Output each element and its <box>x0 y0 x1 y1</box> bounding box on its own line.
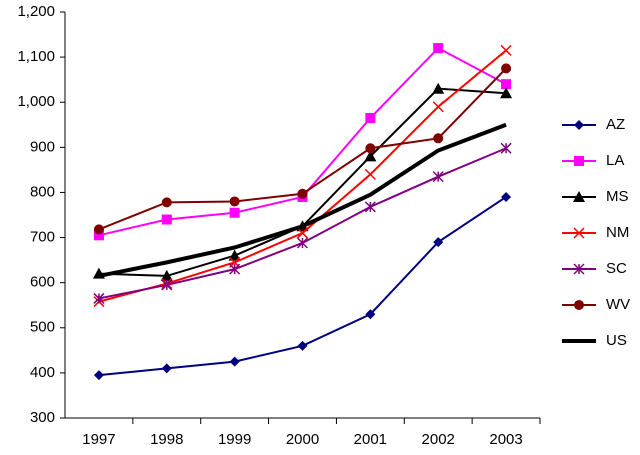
point <box>297 188 308 199</box>
point <box>364 150 377 162</box>
point <box>161 197 172 208</box>
point <box>228 249 241 261</box>
point <box>500 142 512 154</box>
point <box>161 214 172 225</box>
point <box>432 171 444 183</box>
point <box>229 196 240 207</box>
y-tick-label: 700 <box>30 229 55 246</box>
legend-label: WV <box>606 296 630 313</box>
point <box>500 87 513 99</box>
point <box>229 356 240 367</box>
point <box>161 363 172 374</box>
point <box>296 227 309 239</box>
legend-marker <box>574 300 584 310</box>
y-tick-label: 300 <box>30 409 55 426</box>
y-tick-label: 1,000 <box>17 93 55 110</box>
legend-marker <box>574 156 584 166</box>
point <box>296 237 309 249</box>
legend-label: LA <box>606 152 624 169</box>
legend-label: MS <box>606 188 629 205</box>
point <box>432 82 445 94</box>
y-tick-label: 600 <box>30 274 55 291</box>
y-tick-label: 1,100 <box>17 48 55 65</box>
y-tick-label: 800 <box>30 183 55 200</box>
point <box>160 269 173 281</box>
point <box>93 224 104 235</box>
legend-marker <box>573 227 585 239</box>
x-tick-label: 2002 <box>422 431 455 448</box>
point <box>161 279 173 291</box>
point <box>229 263 241 275</box>
point <box>365 143 376 154</box>
point <box>433 237 444 248</box>
x-tick-label: 1998 <box>150 431 183 448</box>
point <box>433 133 444 144</box>
y-tick-label: 500 <box>30 319 55 336</box>
point <box>365 113 376 124</box>
point <box>364 168 376 180</box>
point <box>432 101 444 113</box>
point <box>229 207 240 218</box>
legend-label: NM <box>606 224 629 241</box>
x-tick-label: 2001 <box>354 431 387 448</box>
point <box>297 340 308 351</box>
point <box>93 230 104 241</box>
x-tick-label: 1997 <box>82 431 115 448</box>
legend-marker <box>574 120 584 130</box>
series-line <box>98 122 507 278</box>
x-tick-label: 2000 <box>286 431 319 448</box>
legend-marker <box>573 191 585 202</box>
y-tick-label: 400 <box>30 364 55 381</box>
point <box>93 292 105 304</box>
y-tick-label: 1,200 <box>17 3 55 20</box>
x-tick-label: 1999 <box>218 431 251 448</box>
point <box>501 191 512 202</box>
series-line <box>98 46 507 237</box>
point <box>500 44 512 56</box>
legend-marker <box>573 263 585 275</box>
point <box>365 309 376 320</box>
point <box>433 43 444 54</box>
point <box>501 79 512 90</box>
legend-label: SC <box>606 260 627 277</box>
y-tick-label: 900 <box>30 138 55 155</box>
point <box>501 63 512 74</box>
legend-label: US <box>606 332 627 349</box>
x-tick-label: 2003 <box>489 431 522 448</box>
point <box>93 370 104 381</box>
point <box>364 201 376 213</box>
legend-label: AZ <box>606 116 625 133</box>
